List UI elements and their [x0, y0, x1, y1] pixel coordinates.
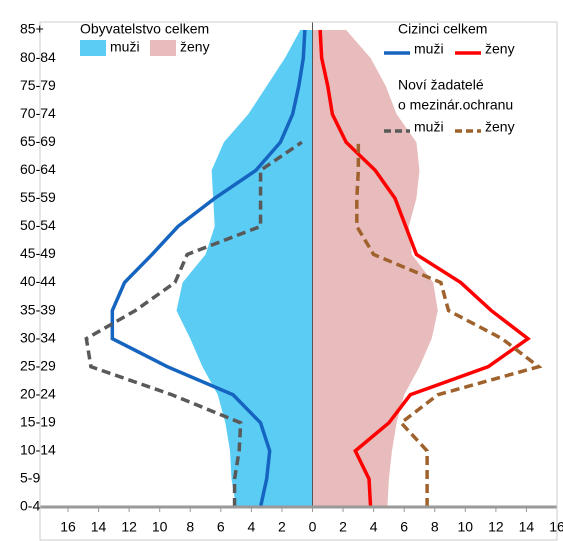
- legend-label: ženy: [485, 41, 515, 57]
- x-tick-label: 2: [278, 519, 286, 535]
- y-tick-label: 30-34: [20, 329, 56, 345]
- legend-swatch: [80, 40, 106, 56]
- legend-label: ženy: [485, 119, 515, 135]
- applicants-line: [355, 142, 543, 507]
- x-tick-label: 12: [488, 519, 504, 535]
- x-tick-label: 16: [60, 519, 76, 535]
- y-tick-label: 85+: [20, 21, 44, 37]
- y-tick-label: 50-54: [20, 217, 56, 233]
- x-tick-label: 2: [339, 519, 347, 535]
- legend-label: ženy: [180, 39, 210, 55]
- legend-title: Noví žadatelé: [398, 77, 484, 93]
- population-area: [312, 30, 438, 507]
- y-tick-label: 70-74: [20, 105, 56, 121]
- x-tick-label: 16: [549, 519, 563, 535]
- x-tick-label: 12: [121, 519, 137, 535]
- y-tick-label: 80-84: [20, 49, 56, 65]
- y-tick-label: 35-39: [20, 301, 56, 317]
- y-tick-label: 75-79: [20, 77, 56, 93]
- x-tick-label: 8: [186, 519, 194, 535]
- x-tick-label: 10: [152, 519, 168, 535]
- foreigners-line: [110, 29, 307, 508]
- y-tick-label: 0-4: [20, 498, 40, 514]
- legend-label: muži: [414, 41, 444, 57]
- legend-title: o mezinár.ochranu: [398, 97, 513, 113]
- population-area: [176, 30, 313, 507]
- legend-label: muži: [414, 119, 444, 135]
- plot-frame: [39, 21, 558, 541]
- x-tick-label: 14: [519, 519, 535, 535]
- x-tick-label: 10: [458, 519, 474, 535]
- x-tick-label: 4: [247, 519, 255, 535]
- x-tick-label: 0: [309, 519, 317, 535]
- x-tick-label: 14: [91, 519, 107, 535]
- y-tick-label: 25-29: [20, 357, 56, 373]
- x-tick-label: 6: [400, 519, 408, 535]
- legend-title: Obyvatelstvo celkem: [80, 21, 209, 37]
- legend-swatch: [150, 40, 176, 56]
- x-tick-label: 8: [431, 519, 439, 535]
- legend-title: Cizinci celkem: [398, 21, 487, 37]
- x-tick-label: 6: [217, 519, 225, 535]
- x-tick-label: 4: [370, 519, 378, 535]
- y-tick-label: 15-19: [20, 414, 56, 430]
- y-tick-label: 65-69: [20, 133, 56, 149]
- y-tick-label: 45-49: [20, 245, 56, 261]
- legend-label: muži: [110, 39, 140, 55]
- foreigners-line: [318, 29, 531, 508]
- y-tick-label: 55-59: [20, 189, 56, 205]
- applicants-line: [84, 140, 303, 507]
- y-tick-label: 5-9: [20, 470, 40, 486]
- y-tick-label: 10-14: [20, 442, 56, 458]
- y-tick-label: 40-44: [20, 273, 56, 289]
- y-tick-label: 60-64: [20, 161, 56, 177]
- y-tick-label: 20-24: [20, 385, 56, 401]
